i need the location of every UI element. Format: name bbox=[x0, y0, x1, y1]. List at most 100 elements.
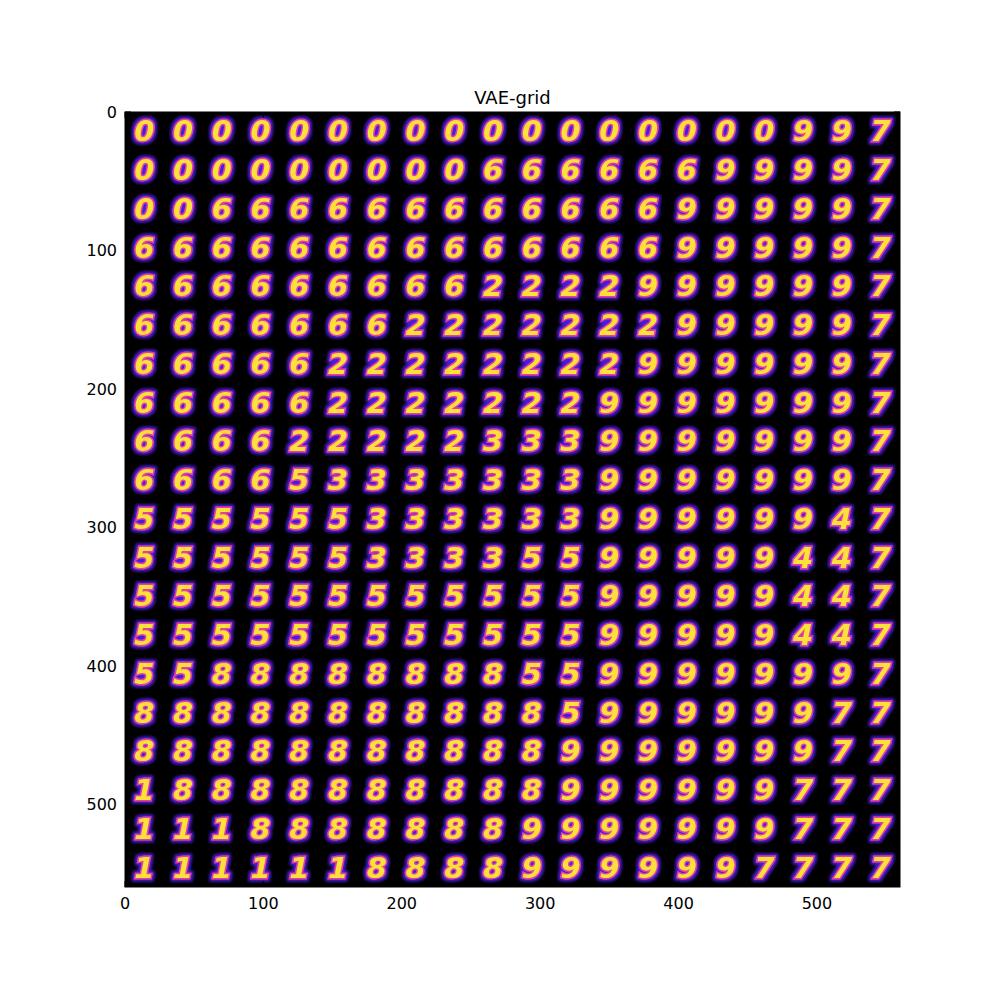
x-tick-label: 0 bbox=[120, 894, 130, 913]
digit-cell: 9 bbox=[638, 734, 658, 768]
digit-cell: 7 bbox=[871, 541, 892, 575]
digit-cell: 5 bbox=[134, 657, 154, 691]
digit-cell: 8 bbox=[328, 734, 348, 768]
digit-cell: 2 bbox=[561, 308, 581, 342]
y-tick-right bbox=[894, 112, 900, 113]
digit-cell: 9 bbox=[793, 502, 813, 536]
digit-cell: 3 bbox=[444, 502, 464, 536]
digit-cell: 9 bbox=[599, 579, 619, 613]
digit-cell: 9 bbox=[832, 192, 852, 226]
digit-cell: 6 bbox=[561, 192, 581, 226]
digit-cell: 5 bbox=[367, 618, 387, 652]
digit-cell: 5 bbox=[561, 657, 581, 691]
digit-cell: 9 bbox=[793, 192, 813, 226]
digit-cell: 6 bbox=[406, 269, 426, 303]
digit-cell: 9 bbox=[716, 269, 736, 303]
digit-cell: 9 bbox=[832, 114, 852, 148]
digit-cell: 3 bbox=[444, 463, 464, 497]
digit-cell: 3 bbox=[367, 463, 387, 497]
digit-cell: 6 bbox=[251, 386, 271, 420]
digit-cell: 0 bbox=[173, 192, 193, 226]
digit-cell: 9 bbox=[832, 657, 852, 691]
digit-cell: 9 bbox=[754, 424, 774, 458]
digit-cell: 7 bbox=[754, 851, 775, 885]
digit-cell: 2 bbox=[406, 424, 426, 458]
y-tick-label: 300 bbox=[86, 518, 117, 537]
digit-cell: 0 bbox=[173, 114, 193, 148]
digit-cell: 9 bbox=[793, 231, 813, 265]
x-tick-top bbox=[816, 112, 817, 118]
digit-cell: 9 bbox=[677, 231, 697, 265]
digit-cell: 7 bbox=[871, 734, 892, 768]
digit-cell: 6 bbox=[522, 192, 542, 226]
digit-cell: 9 bbox=[677, 696, 697, 730]
digit-cell: 3 bbox=[522, 502, 542, 536]
digit-cell: 5 bbox=[251, 541, 271, 575]
digit-cell: 9 bbox=[677, 579, 697, 613]
digit-cell: 2 bbox=[328, 347, 348, 381]
y-tick-label: 500 bbox=[86, 795, 117, 814]
digit-cell: 6 bbox=[251, 231, 271, 265]
digit-cell: 0 bbox=[173, 153, 193, 187]
digit-cell: 8 bbox=[406, 812, 426, 846]
digit-cell: 7 bbox=[871, 386, 892, 420]
digit-cell: 2 bbox=[561, 269, 581, 303]
digit-cell: 7 bbox=[871, 502, 892, 536]
digit-cell: 6 bbox=[212, 308, 232, 342]
digit-cell: 7 bbox=[832, 773, 853, 807]
digit-cell: 5 bbox=[212, 502, 232, 536]
digit-cell: 9 bbox=[754, 541, 774, 575]
digit-cell: 9 bbox=[522, 812, 542, 846]
digit-cell: 5 bbox=[328, 618, 348, 652]
digit-cell: 9 bbox=[716, 657, 736, 691]
digit-cell: 7 bbox=[871, 424, 892, 458]
digit-cell: 5 bbox=[328, 541, 348, 575]
image-background bbox=[125, 112, 900, 887]
digit-cell: 9 bbox=[793, 386, 813, 420]
y-tick-right bbox=[894, 388, 900, 389]
digit-cell: 5 bbox=[328, 579, 348, 613]
digit-cell: 2 bbox=[444, 308, 464, 342]
y-tick bbox=[125, 803, 131, 804]
x-tick-top bbox=[401, 112, 402, 118]
digit-cell: 7 bbox=[871, 231, 892, 265]
digit-cell: 5 bbox=[251, 502, 271, 536]
digit-cell: 2 bbox=[328, 386, 348, 420]
digit-cell: 1 bbox=[212, 812, 232, 846]
digit-cell: 5 bbox=[173, 657, 193, 691]
digit-cell: 7 bbox=[871, 579, 892, 613]
digit-cell: 2 bbox=[483, 308, 503, 342]
digit-cell: 2 bbox=[444, 347, 464, 381]
digit-cell: 6 bbox=[444, 192, 464, 226]
digit-cell: 9 bbox=[599, 657, 619, 691]
digit-cell: 9 bbox=[754, 618, 774, 652]
digit-cell: 0 bbox=[599, 114, 619, 148]
digit-cell: 2 bbox=[483, 347, 503, 381]
digit-cell: 8 bbox=[173, 773, 193, 807]
digit-cell: 8 bbox=[251, 734, 271, 768]
digit-cell: 9 bbox=[754, 153, 774, 187]
digit-cell: 2 bbox=[522, 269, 542, 303]
digit-cell: 9 bbox=[638, 541, 658, 575]
digit-cell: 2 bbox=[367, 424, 387, 458]
digit-cell: 5 bbox=[173, 541, 193, 575]
digit-cell: 9 bbox=[754, 347, 774, 381]
digit-cell: 3 bbox=[406, 463, 426, 497]
digit-cell: 1 bbox=[134, 773, 154, 807]
digit-cell: 6 bbox=[522, 153, 542, 187]
digit-cell: 7 bbox=[871, 308, 892, 342]
digit-cell: 0 bbox=[134, 114, 154, 148]
digit-cell: 6 bbox=[251, 463, 271, 497]
digit-cell: 6 bbox=[173, 424, 193, 458]
digit-cell: 9 bbox=[793, 424, 813, 458]
digit-cell: 0 bbox=[251, 114, 271, 148]
digit-cell: 7 bbox=[871, 463, 892, 497]
digit-cell: 3 bbox=[483, 463, 503, 497]
digit-cell: 9 bbox=[832, 463, 852, 497]
digit-cell: 7 bbox=[871, 192, 892, 226]
digit-cell: 9 bbox=[677, 734, 697, 768]
digit-cell: 6 bbox=[212, 269, 232, 303]
digit-cell: 8 bbox=[134, 696, 154, 730]
digit-cell: 9 bbox=[638, 347, 658, 381]
digit-cell: 6 bbox=[251, 192, 271, 226]
